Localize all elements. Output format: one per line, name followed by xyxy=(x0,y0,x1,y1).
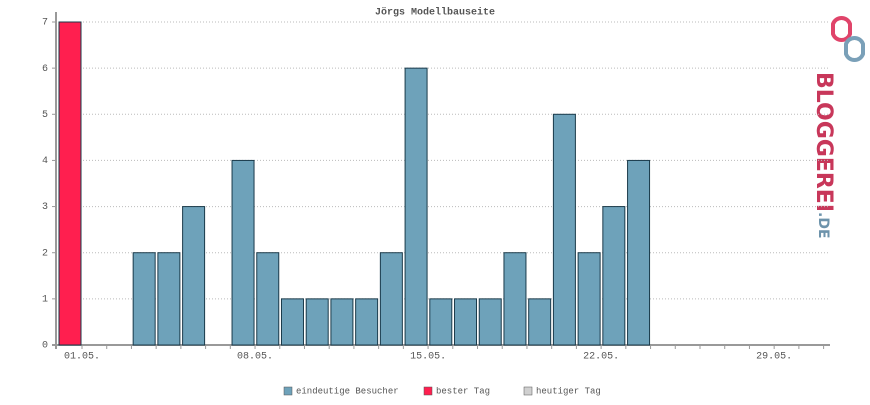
x-tick-label: 15.05. xyxy=(410,352,446,363)
x-tick-label: 08.05. xyxy=(237,352,273,363)
y-tick-label: 7 xyxy=(42,18,48,29)
y-tick-label: 6 xyxy=(42,64,48,75)
bar xyxy=(231,159,255,346)
legend-swatch xyxy=(423,386,433,396)
bar xyxy=(355,298,379,346)
chart-title: Jörgs Modellbauseite xyxy=(375,7,495,19)
bar xyxy=(602,206,626,346)
bar xyxy=(528,298,552,346)
bar xyxy=(552,113,576,346)
bar xyxy=(577,252,601,346)
y-tick-label: 4 xyxy=(42,156,48,167)
y-tick-label: 1 xyxy=(42,294,48,305)
bar xyxy=(182,206,206,346)
logo-icon xyxy=(831,16,852,42)
bar xyxy=(627,159,651,346)
bar xyxy=(132,252,156,346)
logo-text: BLOGGEREI.DE xyxy=(811,72,836,239)
x-tick-label: 29.05. xyxy=(756,352,792,363)
legend-label: bester Tag xyxy=(436,386,490,396)
bar xyxy=(305,298,329,346)
logo-icon xyxy=(844,36,865,62)
legend-label: eindeutige Besucher xyxy=(296,386,399,396)
bar xyxy=(157,252,181,346)
legend-label: heutiger Tag xyxy=(536,386,601,396)
y-tick-label: 5 xyxy=(42,110,48,121)
bar xyxy=(454,298,478,346)
bar xyxy=(256,252,280,346)
legend-swatch xyxy=(283,386,293,396)
bar xyxy=(58,21,82,346)
bar xyxy=(280,298,304,346)
logo: BLOGGEREI.DE xyxy=(811,16,865,239)
y-tick-label: 3 xyxy=(42,202,48,213)
bar xyxy=(429,298,453,346)
bar xyxy=(379,252,403,346)
logo-name: BLOGGEREI xyxy=(811,72,836,212)
x-tick-label: 01.05. xyxy=(64,352,100,363)
logo-suffix: .DE xyxy=(815,212,831,239)
legend-swatch xyxy=(523,386,533,396)
bar xyxy=(404,67,428,346)
x-tick-label: 22.05. xyxy=(583,352,619,363)
y-tick-label: 2 xyxy=(42,248,48,259)
bar xyxy=(330,298,354,346)
bar xyxy=(478,298,502,346)
y-tick-label: 0 xyxy=(42,341,48,352)
bar xyxy=(503,252,527,346)
